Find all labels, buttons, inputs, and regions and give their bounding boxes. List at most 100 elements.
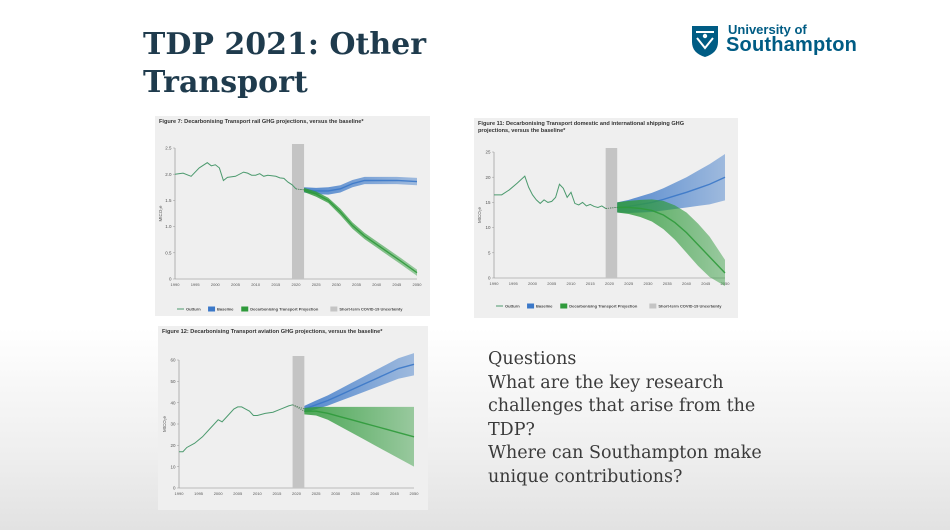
x-tick-label: 2030 <box>644 281 654 286</box>
x-tick-label: 2035 <box>351 491 361 496</box>
legend-label: Decarbonising Transport Projection <box>250 307 319 312</box>
y-tick-label: 10 <box>170 464 176 469</box>
x-tick-label: 2015 <box>272 491 282 496</box>
x-tick-label: 2020 <box>605 281 615 286</box>
x-tick-label: 2030 <box>331 491 341 496</box>
baseline-band <box>304 176 417 195</box>
decarbonising-connector <box>295 188 305 191</box>
x-tick-label: 2050 <box>721 281 731 286</box>
y-axis-label: MtCO₂e <box>162 416 167 432</box>
baseline-band <box>617 154 725 213</box>
y-tick-label: 1.0 <box>165 224 172 229</box>
x-tick-label: 2040 <box>370 491 380 496</box>
covid-uncertainty-band <box>605 148 618 278</box>
shield-icon <box>692 26 718 57</box>
x-tick-label: 2025 <box>312 282 322 287</box>
legend-label: Short-term COVID-19 Uncertainty <box>339 307 403 312</box>
decarbonising-connector <box>292 404 305 412</box>
x-tick-label: 1990 <box>490 281 500 286</box>
logo-text-main: Southampton <box>726 34 858 56</box>
y-tick-label: 10 <box>485 225 491 230</box>
legend-label: Decarbonising Transport Projection <box>569 304 638 309</box>
y-tick-label: 20 <box>485 175 491 180</box>
outturn-line <box>174 162 297 190</box>
x-tick-label: 2000 <box>211 282 221 287</box>
x-tick-label: 2050 <box>413 282 423 287</box>
logo-text-top: University of <box>728 22 807 37</box>
y-tick-label: 60 <box>170 358 176 363</box>
x-tick-label: 2010 <box>253 491 263 496</box>
decarbonising-line <box>303 189 418 274</box>
decarbonising-band <box>304 406 414 467</box>
y-tick-label: 0.5 <box>165 250 172 255</box>
x-tick-label: 2010 <box>251 282 261 287</box>
x-tick-label: 2050 <box>410 491 420 496</box>
y-tick-label: 0 <box>488 276 491 281</box>
question-1: What are the key research challenges tha… <box>488 372 756 440</box>
outturn-line <box>494 175 606 209</box>
shipping-chart-title: Figure 11: Decarbonising Transport domes… <box>478 121 685 134</box>
covid-uncertainty-band <box>291 144 305 279</box>
questions-heading: Questions <box>488 349 577 369</box>
slide-title: TDP 2021: Other Transport <box>143 27 427 100</box>
decarbonising-line <box>617 206 726 274</box>
x-tick-label: 2040 <box>682 281 692 286</box>
x-tick-label: 2000 <box>214 491 224 496</box>
rail-chart-title: Figure 7: Decarbonising Transport rail G… <box>159 119 364 125</box>
y-tick-label: 40 <box>170 400 176 405</box>
aviation-chart: Figure 12: Decarbonising Transport aviat… <box>158 326 428 510</box>
x-tick-label: 2045 <box>701 281 711 286</box>
x-tick-label: 2005 <box>233 491 243 496</box>
questions-block: Questions What are the key research chal… <box>488 348 788 489</box>
y-tick-label: 20 <box>170 443 176 448</box>
university-logo: University of Southampton <box>690 22 910 64</box>
y-tick-label: 15 <box>485 200 491 205</box>
x-tick-label: 1990 <box>175 491 185 496</box>
decarbonising-line <box>304 410 415 438</box>
y-tick-label: 0 <box>169 277 172 282</box>
x-tick-label: 2015 <box>271 282 281 287</box>
x-tick-label: 2045 <box>390 491 400 496</box>
legend-label: Baseline <box>217 307 234 312</box>
x-tick-label: 2025 <box>624 281 634 286</box>
y-tick-label: 5 <box>488 250 491 255</box>
rail-chart-svg: 0 0.5 1.0 1.5 2.0 2.5 MtCO₂e 1990 1995 2000 2005 20… <box>158 144 423 312</box>
outturn-line <box>179 404 293 453</box>
y-tick-label: 1.5 <box>165 198 172 203</box>
x-tick-label: 1990 <box>171 282 181 287</box>
legend-swatch <box>241 306 249 312</box>
decarbonising-connector <box>605 207 618 209</box>
x-tick-label: 2005 <box>547 281 557 286</box>
x-tick-label: 2025 <box>312 491 322 496</box>
x-tick-label: 2030 <box>332 282 342 287</box>
legend-label: Short-term COVID-19 Uncertainty <box>658 304 722 309</box>
y-tick-label: 0 <box>173 486 176 491</box>
x-tick-label: 2015 <box>586 281 596 286</box>
legend-label: Outturn <box>505 304 520 309</box>
baseline-band <box>304 353 414 413</box>
rail-chart: Figure 7: Decarbonising Transport rail G… <box>155 116 430 316</box>
x-tick-label: 2010 <box>567 281 577 286</box>
covid-uncertainty-band <box>292 356 305 488</box>
y-tick-label: 25 <box>485 150 491 155</box>
x-tick-label: 2040 <box>372 282 382 287</box>
decarbonising-band <box>617 199 725 287</box>
legend-swatch <box>527 303 535 309</box>
y-axis-label: MtCO₂e <box>477 207 482 223</box>
baseline-line <box>304 179 418 192</box>
aviation-chart-title: Figure 12: Decarbonising Transport aviat… <box>162 329 383 335</box>
question-2: Where can Southampton make unique contri… <box>488 443 762 487</box>
y-tick-label: 2.0 <box>165 172 172 177</box>
y-tick-label: 30 <box>170 422 176 427</box>
legend-swatch <box>649 303 657 309</box>
shipping-chart: Figure 11: Decarbonising Transport domes… <box>474 118 738 318</box>
y-axis-label: MtCO₂e <box>158 205 163 221</box>
x-tick-label: 2045 <box>392 282 402 287</box>
x-tick-label: 1995 <box>194 491 204 496</box>
x-tick-label: 2000 <box>528 281 538 286</box>
y-tick-label: 2.5 <box>165 146 172 151</box>
y-tick-label: 50 <box>170 379 176 384</box>
legend-swatch <box>330 306 338 312</box>
